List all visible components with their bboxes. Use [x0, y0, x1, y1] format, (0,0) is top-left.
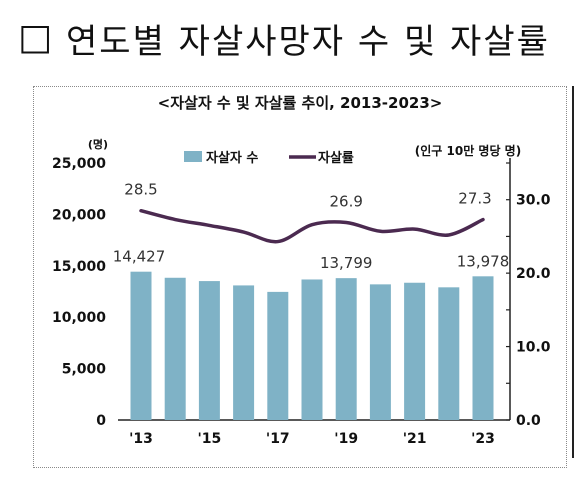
right-axis-tick-label: 20.0 — [516, 266, 551, 282]
x-axis-tick-label: '15 — [198, 431, 222, 447]
left-axis-unit: (명) — [88, 137, 108, 151]
bar-2018 — [301, 279, 323, 420]
bar-value-label: 14,427 — [113, 248, 166, 266]
x-axis-tick-label: '13 — [129, 431, 153, 447]
checkbox-square-icon: □ — [18, 17, 53, 58]
rate-line — [139, 208, 485, 244]
left-axis-tick-label: 0 — [96, 413, 106, 429]
adjacent-panel-edge — [572, 86, 577, 458]
left-axis-ticks: 0 5,000 10,000 15,000 20,000 25,000 — [52, 156, 106, 429]
bar-2014 — [164, 277, 186, 420]
left-axis-tick-label: 20,000 — [52, 207, 106, 223]
x-axis-tick-label: '21 — [403, 431, 427, 447]
x-axis-tick-label: '23 — [471, 431, 495, 447]
bar-2013 — [130, 271, 152, 420]
legend-bar-swatch — [184, 151, 202, 162]
bar-2015 — [198, 281, 220, 420]
x-axis-tick-label: '19 — [334, 431, 358, 447]
line-series — [139, 208, 485, 244]
legend-bar-label: 자살자 수 — [206, 150, 258, 166]
bar-2019 — [335, 278, 357, 420]
bar-value-label: 13,799 — [320, 254, 373, 272]
chart-legend: 자살자 수 자살률 — [184, 150, 354, 166]
right-axis-tick-label: 10.0 — [516, 340, 551, 356]
bar-2022 — [438, 287, 460, 420]
right-axis-unit: (인구 10만 명당 명) — [415, 143, 521, 158]
left-axis-tick-label: 15,000 — [52, 259, 106, 275]
bar-value-label: 13,978 — [457, 252, 510, 270]
line-value-label: 27.3 — [458, 190, 491, 208]
bar-2020 — [369, 284, 391, 420]
left-axis-tick-label: 5,000 — [62, 362, 107, 378]
right-axis-tick-label: 30.0 — [516, 193, 551, 209]
bar-2021 — [404, 282, 426, 420]
line-value-label: 28.5 — [124, 181, 157, 199]
data-labels: 14,427 13,799 13,978 28.5 26.9 27.3 — [113, 181, 510, 272]
bar-2017 — [267, 291, 289, 420]
left-axis-tick-label: 25,000 — [52, 156, 106, 172]
bar-2023 — [472, 276, 494, 420]
chart-title: <자살자 수 및 자살률 추이, 2013-2023> — [158, 94, 443, 112]
left-axis-tick-label: 10,000 — [52, 310, 106, 326]
chart-frame — [33, 86, 567, 468]
x-axis-tick-label: '17 — [266, 431, 290, 447]
section-title: 연도별 자살사망자 수 및 자살률 — [66, 21, 550, 62]
bar-2016 — [233, 285, 255, 420]
legend-line-label: 자살률 — [318, 150, 354, 166]
section-heading: □ 연도별 자살사망자 수 및 자살률 — [18, 14, 550, 62]
x-axis-ticks: '13 '15 '17 '19 '21 '23 — [129, 431, 495, 447]
bar-series — [130, 271, 494, 420]
line-value-label: 26.9 — [329, 192, 362, 210]
right-axis-tick-label: 0.0 — [516, 413, 541, 429]
